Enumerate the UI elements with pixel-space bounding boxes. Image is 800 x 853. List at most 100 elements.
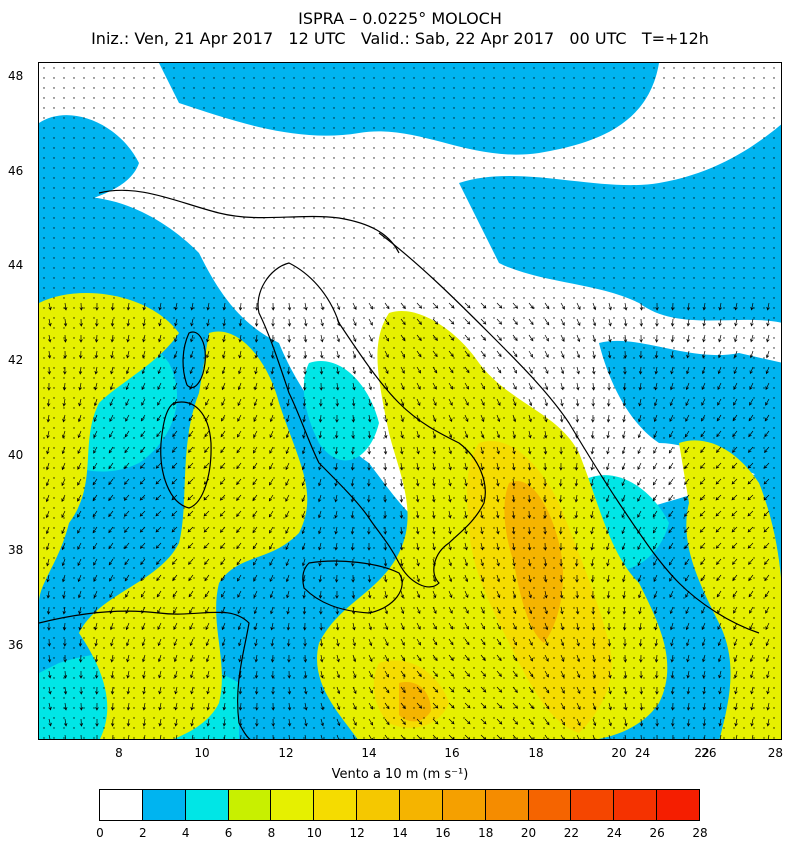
wind-arrow [334,574,339,583]
wind-arrow [320,350,324,359]
wind-arrow [252,542,258,550]
wind-arrow [237,574,242,582]
wind-arrow [367,430,372,439]
wind-arrow [336,718,341,727]
wind-arrow [480,542,484,551]
wind-arrow [669,606,674,615]
wind-arrow [654,622,658,631]
wind-arrow [95,302,99,311]
wind-arrow [351,398,356,407]
wind-arrow [717,350,722,359]
wind-arrow [747,510,754,517]
wind-arrow [544,606,548,615]
legend-box-10 [527,789,572,821]
wind-arrow [560,734,565,739]
wind-arrow [140,558,146,566]
wind-arrow [172,414,178,422]
wind-arrow [528,398,533,407]
wind-arrow [78,350,83,359]
wind-arrow [668,542,674,550]
wind-arrow [173,654,178,663]
wind-arrow [384,718,390,726]
wind-arrow [79,671,83,679]
wind-arrow [367,446,371,455]
wind-arrow [368,366,373,375]
wind-arrow [287,686,292,695]
wind-arrow [496,542,500,551]
wind-arrow [448,494,452,503]
wind-arrow [432,398,437,406]
wind-arrow [319,638,324,647]
wind-arrow [110,654,114,663]
wind-arrow [368,302,373,310]
wind-arrow [669,622,674,631]
wind-arrow [350,510,355,519]
wind-arrow [464,350,470,358]
wind-arrow [653,574,658,583]
wind-arrow [64,734,67,739]
wind-arrow [400,734,406,739]
wind-arrow [766,686,770,695]
wind-arrow [126,302,131,311]
wind-arrow [336,670,341,679]
wind-arrow [110,350,114,359]
wind-arrow [48,670,52,679]
wind-arrow [384,702,390,710]
wind-arrow [352,638,356,647]
wind-arrow [204,574,210,582]
wind-arrow [93,606,98,615]
wind-arrow [432,350,438,358]
wind-arrow [733,382,738,390]
wind-arrow [318,590,323,599]
wind-arrow [124,430,130,438]
wind-arrow [733,622,738,630]
wind-arrow [432,718,439,725]
lon-tick-24: 24 [634,746,651,760]
wind-arrow [605,478,610,487]
wind-arrow [574,526,579,535]
wind-arrow [254,686,259,695]
wind-arrow [480,654,486,662]
wind-arrow [320,302,324,311]
wind-arrow [334,430,339,439]
wind-arrow [77,558,82,567]
lon-tick-16: 16 [444,746,460,760]
wind-arrow [368,654,373,663]
wind-map[interactable] [38,62,782,740]
wind-arrow [654,670,659,679]
wind-arrow [448,574,453,583]
wind-arrow [77,574,82,583]
wind-arrow [204,558,210,565]
wind-arrow [464,734,471,739]
wind-arrow [638,382,642,391]
wind-arrow [252,526,258,534]
wind-arrow [269,430,274,439]
wind-arrow [93,414,98,423]
wind-arrow [750,718,754,727]
wind-arrow [480,302,487,309]
wind-arrow [448,462,452,471]
wind-arrow [638,638,643,647]
wind-arrow [700,558,706,566]
wind-arrow [464,606,469,614]
wind-arrow [480,334,487,341]
wind-arrow [574,542,579,551]
wind-arrow [62,606,66,615]
wind-arrow [464,590,469,599]
wind-arrow [432,654,438,662]
wind-arrow [304,302,308,311]
wind-arrow [718,702,722,711]
wind-arrow [606,558,610,567]
wind-arrow [512,398,517,407]
wind-arrow [203,494,210,501]
wind-arrow [464,638,470,646]
wind-arrow [652,526,658,534]
wind-arrow [765,654,770,663]
wind-arrow [45,542,50,551]
wind-arrow [304,718,308,727]
wind-arrow [415,510,420,519]
wind-arrow [399,462,404,471]
wind-arrow [157,606,162,614]
wind-arrow [269,526,274,534]
wind-arrow [544,302,550,310]
